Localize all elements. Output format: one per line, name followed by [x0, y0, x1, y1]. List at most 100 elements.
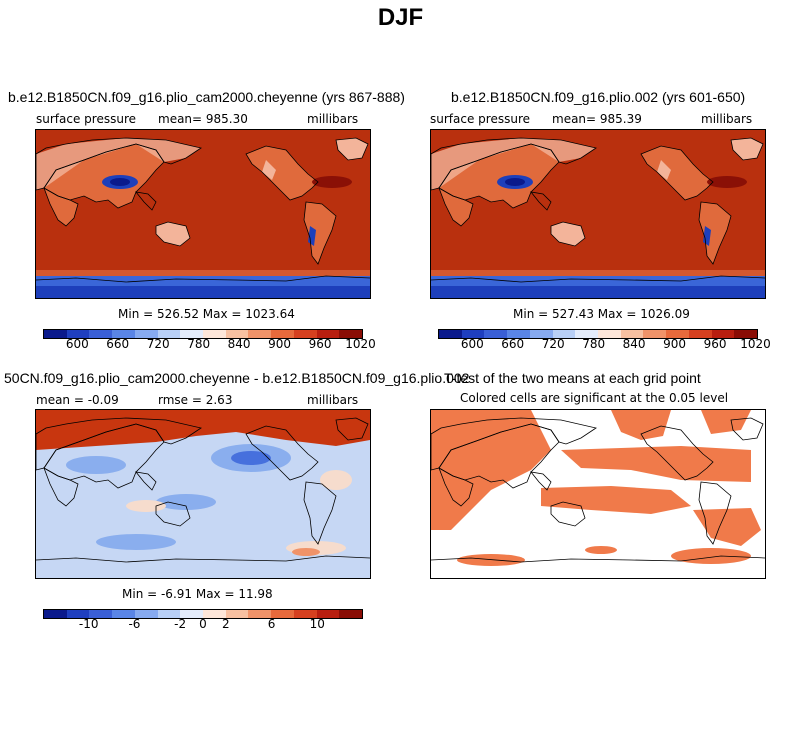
atlantic-high	[707, 176, 747, 188]
colorbar-tick-label: -6	[128, 617, 141, 631]
colorbar-tick-label: 2	[222, 617, 230, 631]
coastline	[155, 221, 191, 247]
colorbar-swatch	[225, 610, 249, 618]
coastline	[245, 425, 319, 481]
colorbar-swatch	[461, 330, 485, 338]
coastline	[43, 187, 79, 227]
colorbar-tick-label: 780	[187, 337, 211, 351]
colorbar-tick-label: 960	[308, 337, 332, 351]
variable-label: surface pressure	[430, 112, 530, 126]
colorbar-swatch	[89, 330, 113, 338]
colorbar-swatch	[157, 330, 181, 338]
colorbar-tick-label: 780	[582, 337, 606, 351]
colorbar-tick-label: 840	[622, 337, 646, 351]
coastline	[438, 187, 474, 227]
rmse-label: rmse = 2.63	[158, 393, 233, 407]
figure-title: DJF	[377, 4, 424, 31]
coastline	[530, 191, 552, 211]
australia-land	[551, 222, 585, 246]
significant-region	[701, 410, 751, 434]
colorbar-swatch	[225, 330, 249, 338]
panel-title-ttest: T-test of the two means at each grid poi…	[444, 370, 701, 386]
colorbar-swatch	[293, 330, 317, 338]
colorbar-swatch	[180, 610, 204, 618]
colorbar-swatch	[666, 330, 689, 338]
surface-pressure-map-a	[35, 129, 371, 299]
asia-land	[44, 144, 164, 208]
colorbar-tick-label: 10	[309, 617, 325, 631]
tibet-core	[505, 178, 525, 186]
colorbar-tick-label: 1020	[345, 337, 376, 351]
north-america-land	[246, 146, 318, 200]
coastline	[43, 467, 79, 507]
colorbar-swatch	[339, 610, 363, 618]
coastline	[303, 201, 337, 265]
tibet-core	[110, 178, 130, 186]
pacific-band-low	[156, 494, 216, 510]
panel-title-difference: 50CN.f09_g16.plio_cam2000.cheyenne - b.e…	[4, 370, 470, 386]
north-america-land	[641, 146, 713, 200]
coastline	[530, 471, 552, 491]
colorbar-swatch	[620, 330, 644, 338]
rockies-land	[262, 160, 276, 180]
tropical-pink	[126, 500, 166, 512]
eurasia-north-land	[36, 138, 201, 190]
colorbar-swatch	[66, 610, 90, 618]
colorbar-swatch	[44, 610, 67, 618]
colorbar-swatch	[484, 330, 508, 338]
colorbar-absolute-b	[438, 329, 758, 339]
colorbar-swatch	[134, 330, 158, 338]
colorbar-swatch	[688, 330, 712, 338]
eurasia-north-land	[431, 138, 596, 190]
colorbar-tick-label: 720	[146, 337, 170, 351]
colorbar-tick-label: -10	[78, 617, 99, 631]
coastline	[550, 501, 586, 527]
coastline	[640, 425, 714, 481]
coastline	[550, 221, 586, 247]
colorbar-tick-label: -2	[174, 617, 187, 631]
colorbar-swatch	[271, 610, 294, 618]
significant-region	[671, 548, 751, 564]
coastline	[640, 145, 714, 201]
colorbar-ticks-b: 600 660 720 780 840 900 960 1020	[438, 337, 771, 353]
coastline	[438, 467, 474, 507]
colorbar-swatch	[203, 330, 226, 338]
india-africa-land	[44, 188, 78, 226]
colorbar-swatch	[248, 330, 272, 338]
colorbar-swatch	[316, 330, 340, 338]
north-pacific-core	[231, 451, 271, 465]
atlantic-pink	[320, 470, 352, 490]
coastline	[335, 137, 369, 161]
colorbar-swatch	[643, 330, 667, 338]
arctic-positive	[36, 410, 370, 450]
rockies-land	[657, 160, 671, 180]
southern-low	[96, 534, 176, 550]
southern-ocean-band	[36, 270, 370, 276]
colorbar-swatch	[293, 610, 317, 618]
colorbar-tick-label: 840	[227, 337, 251, 351]
surface-pressure-map-b	[430, 129, 766, 299]
colorbar-swatch	[598, 330, 621, 338]
significant-region	[693, 508, 761, 546]
coastline	[698, 481, 732, 545]
colorbar-ticks-difference: -10 -6 -2 0 2 6 10	[43, 617, 363, 633]
coastline	[36, 417, 202, 471]
colorbar-swatch	[339, 330, 363, 338]
coastline	[303, 481, 337, 545]
colorbar-swatch	[180, 330, 204, 338]
colorbar-swatch	[157, 610, 181, 618]
colorbar-swatch	[66, 330, 90, 338]
greenland-land	[731, 138, 763, 160]
min-max-stats: Min = 526.52 Max = 1023.64	[118, 307, 295, 321]
min-max-stats: Min = 527.43 Max = 1026.09	[513, 307, 690, 321]
coastline	[730, 417, 764, 441]
colorbar-difference	[43, 609, 363, 619]
asia-land	[439, 144, 559, 208]
units-label: millibars	[307, 393, 359, 407]
colorbar-swatch	[112, 330, 135, 338]
colorbar-tick-label: 720	[541, 337, 565, 351]
colorbar-swatch	[711, 330, 735, 338]
colorbar-ticks-a: 600 660 720 780 840 900 960 1020	[43, 337, 376, 353]
colorbar-tick-label: 0	[199, 617, 207, 631]
panel-subtitle-ttest: Colored cells are significant at the 0.0…	[460, 391, 729, 405]
